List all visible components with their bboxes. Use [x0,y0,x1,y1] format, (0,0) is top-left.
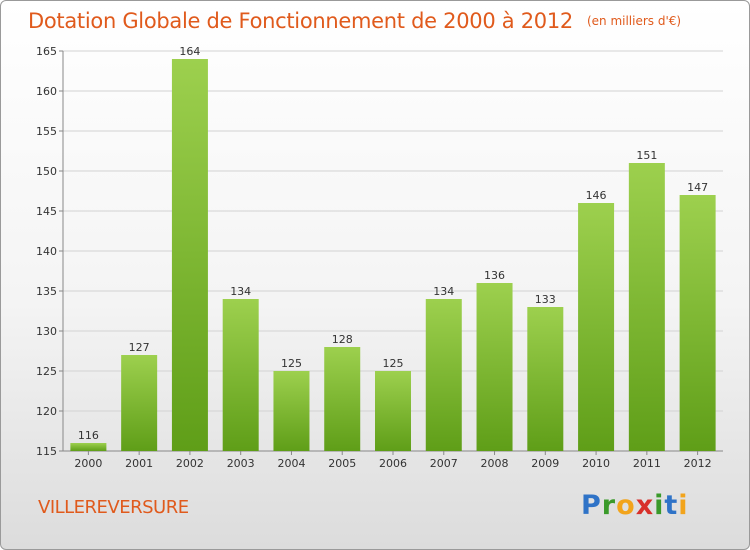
y-tick-label: 150 [36,165,57,178]
bar-2010 [578,203,615,451]
chart-title: Dotation Globale de Fonctionnement de 20… [28,9,681,33]
x-tick-label-2001: 2001 [125,457,153,470]
bar-2004 [273,371,310,451]
x-tick-label-2006: 2006 [379,457,407,470]
bar-2005 [324,347,361,451]
value-label-2004: 125 [281,357,302,370]
y-tick-label: 125 [36,365,57,378]
bar-2000 [70,443,107,451]
chart-subtitle: (en milliers d'€) [586,14,682,28]
bar-2012 [679,195,716,451]
x-tick-label-2009: 2009 [531,457,559,470]
x-tick-label-2000: 2000 [74,457,102,470]
y-tick-label: 145 [36,205,57,218]
x-tick-label-2003: 2003 [227,457,255,470]
city-name: VILLEREVERSURE [38,497,189,518]
value-label-2001: 127 [129,341,150,354]
value-label-2009: 133 [535,293,556,306]
y-tick-label: 165 [36,45,57,58]
y-tick-label: 155 [36,125,57,138]
proxiti-logo: Proxiti [581,490,689,521]
y-tick-label: 140 [36,245,57,258]
x-tick-label-2010: 2010 [582,457,610,470]
bar-2008 [476,283,513,451]
bars [70,59,716,451]
value-label-2008: 136 [484,269,505,282]
value-label-2003: 134 [230,285,251,298]
chart-title-main: Dotation Globale de Fonctionnement de 20… [28,9,573,33]
value-label-2010: 146 [586,189,607,202]
x-tick-label-2008: 2008 [481,457,509,470]
bar-2002 [171,59,208,451]
bar-2009 [527,307,564,451]
x-tick-label-2002: 2002 [176,457,204,470]
bar-2007 [425,299,462,451]
x-tick-label-2007: 2007 [430,457,458,470]
x-tick-label-2012: 2012 [684,457,712,470]
y-tick-label: 115 [36,445,57,458]
y-tick-label: 160 [36,85,57,98]
value-label-2000: 116 [78,429,99,442]
tick-labels: 115 120 125 130 135 140 145 150 155 160 165 2000 200… [36,45,712,470]
value-labels: 116 127 164 134 125 128 125 134 136 133 146 151 147 [78,45,708,442]
value-label-2006: 125 [383,357,404,370]
value-label-2002: 164 [179,45,200,58]
value-label-2005: 128 [332,333,353,346]
bar-2001 [121,355,158,451]
value-label-2007: 134 [433,285,454,298]
bar-2006 [375,371,411,451]
value-label-2012: 147 [687,181,708,194]
y-tick-label: 135 [36,285,57,298]
y-tick-label: 120 [36,405,57,418]
x-tick-label-2004: 2004 [277,457,305,470]
bar-2011 [628,163,665,451]
y-tick-label: 130 [36,325,57,338]
bar-2003 [222,299,259,451]
value-label-2011: 151 [636,149,657,162]
x-tick-label-2005: 2005 [328,457,356,470]
x-tick-label-2011: 2011 [633,457,661,470]
